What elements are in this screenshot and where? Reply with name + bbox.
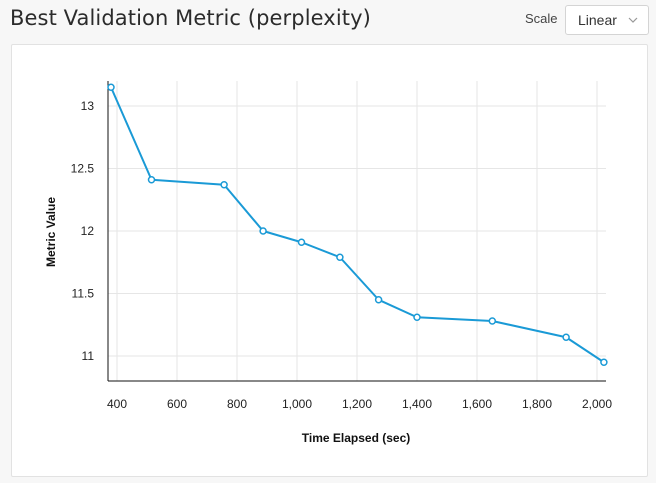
chart-card: 400 600 800 1,000 1,200 1,400 1,600 1,800 2,000 … [11,44,648,477]
y-tick-label: 12 [81,224,95,238]
data-point [374,296,383,304]
x-tick-label: 1,000 [282,397,312,411]
x-tick-label: 2,000 [582,397,612,411]
y-tick-label: 11 [82,349,95,363]
data-point [147,176,156,184]
x-tick-label: 600 [167,397,187,411]
x-tick-label: 800 [227,397,247,411]
x-axis-ticks: 400 600 800 1,000 1,200 1,400 1,600 1,800 2,000 [107,397,612,411]
data-point [220,181,228,189]
page-title: Best Validation Metric (perplexity) [10,6,371,30]
x-tick-label: 1,600 [462,397,492,411]
x-axis-title: Time Elapsed (sec) [302,431,411,445]
scale-dropdown-value: Linear [578,12,617,28]
data-point [600,358,608,366]
x-tick-label: 1,800 [522,397,552,411]
scale-label: Scale [525,11,558,26]
chart: 400 600 800 1,000 1,200 1,400 1,600 1,800 2,000 … [44,81,612,445]
chart-series [107,83,608,366]
scale-dropdown[interactable]: Linear [565,5,649,35]
data-point [259,227,267,235]
x-tick-label: 400 [107,397,127,411]
y-tick-label: 11.5 [72,287,95,301]
data-point [562,333,570,341]
chart-grid [108,81,606,381]
chart-axes [107,81,606,382]
y-tick-label: 12.5 [71,162,95,176]
x-tick-label: 1,200 [342,397,372,411]
data-point [413,313,421,321]
y-tick-label: 13 [81,99,95,113]
data-point [488,317,497,325]
data-point [336,253,344,261]
data-point [297,238,306,246]
x-tick-label: 1,400 [402,397,432,411]
chevron-down-icon [628,17,638,23]
y-axis-ticks: 11 11.5 12 12.5 13 [71,99,95,363]
y-axis-title: Metric Value [44,197,58,267]
data-point [107,83,115,91]
